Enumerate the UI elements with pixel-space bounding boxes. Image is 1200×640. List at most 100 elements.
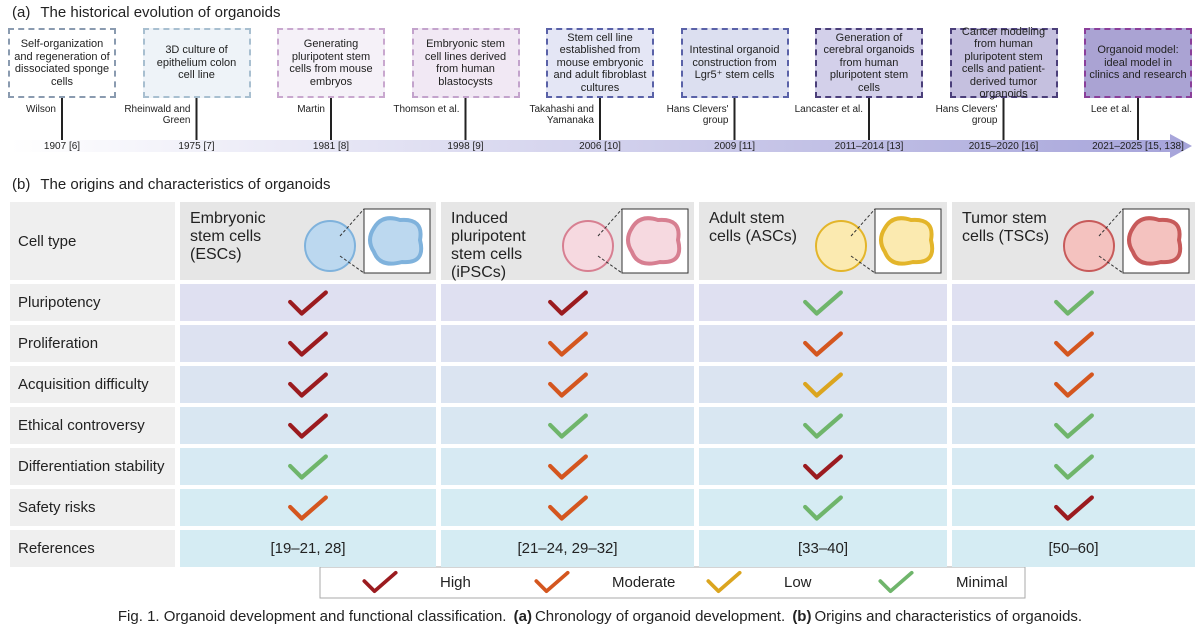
cell-circle	[815, 220, 867, 272]
check-mark	[1053, 371, 1094, 398]
row-label: Acquisition difficulty	[10, 366, 175, 403]
reference-cell: [21–24, 29–32]	[441, 530, 694, 567]
event-year: 1981 [8]	[312, 141, 350, 152]
cell-circle	[304, 220, 356, 272]
rating-cell	[699, 407, 947, 444]
check-stroke	[803, 330, 843, 357]
rating-cell	[699, 448, 947, 485]
cell-circle	[1063, 220, 1115, 272]
rating-cell	[952, 407, 1195, 444]
check-stroke	[1053, 494, 1094, 521]
panel-title: The origins and characteristics of organ…	[40, 176, 331, 193]
check-stroke	[803, 412, 843, 439]
check-mark	[288, 371, 328, 398]
check-mark	[547, 412, 588, 439]
rating-cell	[441, 448, 694, 485]
event-author: Martin	[297, 104, 325, 115]
event-year: 2011–2014 [13]	[834, 141, 904, 152]
caption-label: (b)	[792, 608, 812, 625]
cell-illustration	[815, 208, 942, 274]
timeline-arrow	[10, 134, 1192, 158]
check-stroke	[1053, 330, 1094, 357]
rating-cell	[699, 284, 947, 321]
check-mark	[1053, 494, 1094, 521]
event-box: Generating pluripotent stem cells from m…	[277, 28, 385, 98]
legend-label: Moderate	[612, 574, 676, 591]
event-author: Thomson et al.	[393, 104, 460, 115]
zoom-line	[1098, 208, 1124, 237]
check-stroke	[803, 289, 843, 316]
reference-cell: [33–40]	[699, 530, 947, 567]
check-mark	[288, 453, 328, 480]
cell-circle	[562, 220, 614, 272]
caption: Fig. 1. Organoid development and functio…	[0, 608, 1200, 625]
panel-label: (b)	[12, 176, 31, 193]
check-mark	[1053, 330, 1094, 357]
check-stroke	[288, 453, 328, 480]
event-box: Stem cell line established from mouse em…	[546, 28, 654, 98]
event-box: Self-organization and regeneration of di…	[8, 28, 116, 98]
rating-cell	[699, 489, 947, 526]
check-mark	[547, 330, 588, 357]
column-header: Tumor stem cells (TSCs)	[952, 202, 1195, 280]
organoid	[1127, 216, 1183, 266]
check-mark	[547, 453, 588, 480]
rating-cell	[180, 284, 436, 321]
rating-cell	[699, 366, 947, 403]
legend-frame	[319, 566, 1026, 599]
event-author: Hans Clevers' group	[935, 104, 998, 126]
caption-text: Chronology of organoid development.	[534, 608, 786, 625]
check-stroke	[803, 494, 843, 521]
check-stroke	[534, 570, 570, 594]
event-author: Lancaster et al.	[794, 104, 863, 115]
event-author: Wilson	[25, 104, 56, 115]
event-box: Intestinal organoid construction from Lg…	[680, 28, 789, 98]
rating-cell	[952, 284, 1195, 321]
event-box: 3D culture of epithelium colon cell line	[142, 28, 251, 98]
check-mark	[547, 289, 588, 316]
check-mark	[1053, 412, 1094, 439]
event-year: 1975 [7]	[178, 141, 215, 152]
check-mark	[1053, 289, 1094, 316]
rating-cell	[441, 489, 694, 526]
check-mark	[288, 330, 328, 357]
check-stroke	[803, 453, 843, 480]
event-year: 2021–2025 [15, 138]	[1092, 141, 1184, 152]
check-stroke	[1053, 412, 1094, 439]
row-label: Pluripotency	[10, 284, 175, 321]
zoom-line	[339, 208, 365, 237]
row-label: Ethical controversy	[10, 407, 175, 444]
check-stroke	[706, 570, 742, 594]
legend-label: Low	[784, 574, 812, 591]
check-mark	[803, 289, 843, 316]
check-mark	[288, 289, 328, 316]
event-box: Embryonic stem cell lines derived from h…	[411, 28, 520, 98]
organoid	[626, 216, 682, 266]
caption-text: Fig. 1. Organoid development and functio…	[117, 608, 507, 625]
event-author: Rheinwald and Green	[124, 104, 191, 126]
zoom-line	[597, 208, 623, 237]
cell-illustration	[562, 208, 689, 274]
rating-cell	[180, 489, 436, 526]
row-label: Differentiation stability	[10, 448, 175, 485]
reference-cell: [50–60]	[952, 530, 1195, 567]
check-mark	[362, 570, 398, 594]
event-year: 1998 [9]	[447, 141, 484, 152]
check-stroke	[547, 289, 588, 316]
check-mark	[547, 494, 588, 521]
check-mark	[1053, 453, 1094, 480]
event-year: 1907 [6]	[43, 141, 81, 152]
check-stroke	[547, 494, 588, 521]
rating-cell	[180, 407, 436, 444]
panel-label: (a)	[12, 4, 31, 21]
check-mark	[803, 330, 843, 357]
event-year: 2006 [10]	[579, 141, 621, 152]
column-title: Adult stem cells (ASCs)	[709, 210, 798, 245]
check-stroke	[288, 330, 328, 357]
check-stroke	[1053, 371, 1094, 398]
event-year: 2009 [11]	[714, 141, 755, 152]
check-mark	[288, 494, 328, 521]
column-title: Embryonic stem cells (ESCs)	[190, 210, 266, 263]
